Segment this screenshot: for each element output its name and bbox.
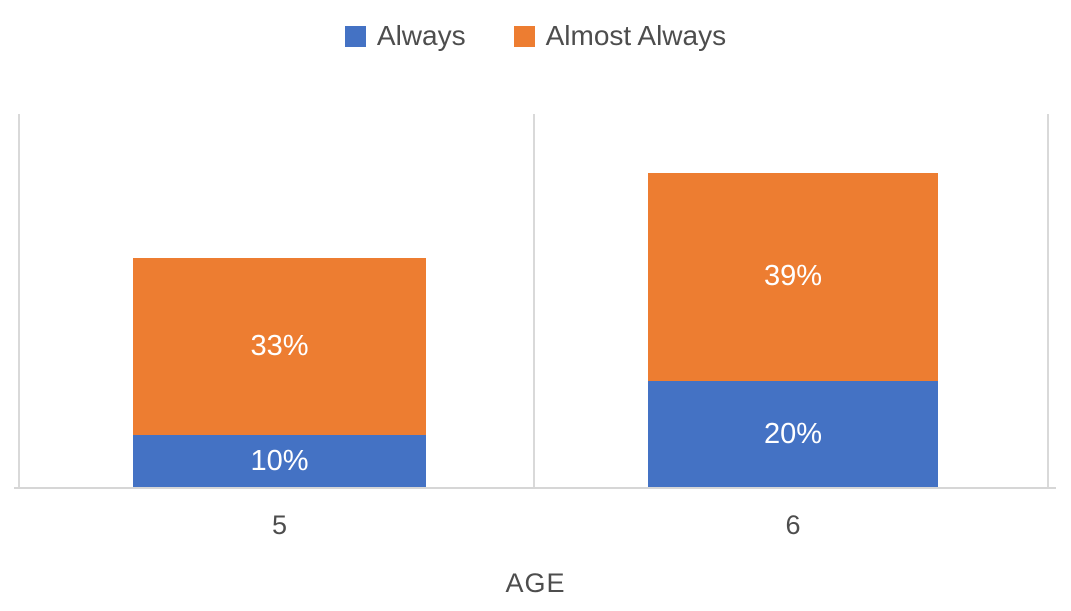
axis-tick-line-middle (533, 114, 535, 488)
bar-age-5: 10% 33% (133, 258, 426, 488)
data-label: 39% (763, 260, 823, 293)
bar-age-6: 20% 39% (648, 172, 938, 488)
data-label: 20% (763, 418, 823, 451)
legend-label-always: Always (376, 20, 466, 51)
x-axis-line (14, 487, 1056, 489)
data-label: 33% (250, 329, 309, 362)
legend-swatch-almost-always-icon (513, 25, 535, 47)
bar-segment-always: 10% (133, 434, 426, 488)
legend-item-always: Always (344, 20, 466, 52)
bar-segment-always: 20% (648, 381, 938, 488)
plot-area: 10% 33% 20% 39% (18, 114, 1049, 488)
legend-item-almost-always: Almost Always (513, 20, 727, 52)
x-tick-label-5: 5 (271, 510, 288, 540)
bar-segment-almost-always: 39% (648, 172, 938, 382)
legend-swatch-always-icon (344, 25, 366, 47)
x-axis-title: AGE (505, 568, 566, 598)
bar-segment-almost-always: 33% (133, 258, 426, 435)
axis-tick-line-left (18, 114, 20, 488)
chart-legend: Always Almost Always (0, 20, 1071, 52)
legend-label-almost-always: Almost Always (545, 20, 727, 51)
data-label: 10% (250, 444, 309, 477)
x-tick-label-6: 6 (785, 510, 801, 540)
axis-tick-line-right (1047, 114, 1049, 488)
